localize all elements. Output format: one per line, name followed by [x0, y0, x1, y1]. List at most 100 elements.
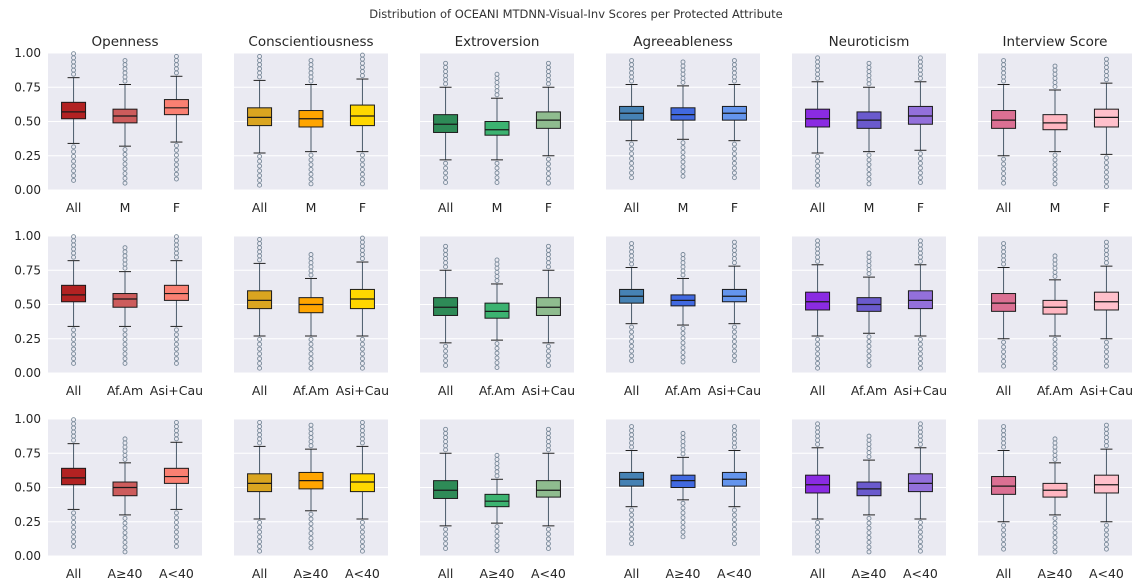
x-tick-label: Asi+Cau: [522, 383, 575, 398]
box-conscientiousness-all: [247, 419, 273, 554]
box-interview-score-all: [991, 58, 1017, 186]
flier-point: [1052, 253, 1058, 259]
flier-point: [494, 355, 500, 361]
box-conscientiousness-a-40: [349, 419, 375, 554]
flier-point: [308, 157, 314, 163]
flier-point: [815, 356, 821, 362]
box-iqr: [991, 476, 1017, 495]
flier-point: [680, 164, 686, 170]
flier-point: [308, 530, 314, 536]
flier-point: [815, 153, 821, 159]
box-neuroticism-a-40: [856, 433, 882, 555]
flier-point: [71, 177, 77, 183]
flier-point: [71, 534, 77, 540]
flier-point: [443, 541, 449, 547]
flier-point: [122, 341, 128, 347]
flier-point: [731, 151, 737, 157]
flier-point: [680, 140, 686, 146]
box-iqr: [163, 467, 189, 484]
fliers: [494, 452, 500, 553]
fliers: [494, 71, 500, 185]
box-neuroticism-all: [805, 421, 831, 554]
x-tick-label: A≥40: [294, 566, 329, 581]
x-tick-label: Af.Am: [665, 383, 701, 398]
flier-point: [680, 330, 686, 336]
box-iqr: [907, 105, 933, 125]
flier-point: [866, 176, 872, 182]
flier-point: [545, 156, 551, 162]
x-tick-label: All: [810, 200, 826, 215]
panel-openness-ethnicity: 0.00 0.25 0.50 0.75 1.00 All Af.Am Asi+Cau: [14, 229, 203, 398]
flier-point: [71, 346, 77, 352]
flier-point: [173, 171, 179, 177]
flier-point: [629, 329, 635, 335]
flier-point: [122, 151, 128, 157]
flier-point: [680, 534, 686, 540]
flier-point: [1103, 339, 1109, 345]
panel-neuroticism-age: All A≥40 A<40: [792, 418, 946, 581]
flier-point: [122, 544, 128, 550]
flier-point: [545, 531, 551, 537]
flier-point: [731, 141, 737, 147]
flier-point: [173, 157, 179, 163]
panel-conscientiousness-gender: Conscientiousness All M F: [234, 34, 388, 215]
flier-point: [359, 543, 365, 549]
flier-point: [359, 171, 365, 177]
y-tick-label: 0.25: [14, 332, 41, 346]
flier-point: [1001, 166, 1007, 172]
box-extroversion-f: [535, 60, 561, 186]
flier-point: [731, 526, 737, 532]
flier-point: [731, 146, 737, 152]
flier-point: [866, 363, 872, 368]
x-tick-label: All: [996, 200, 1012, 215]
flier-point: [308, 152, 314, 158]
box-iqr: [112, 481, 138, 497]
x-tick-label: All: [438, 200, 454, 215]
flier-point: [71, 519, 77, 525]
box-iqr: [721, 288, 747, 303]
box-iqr: [433, 114, 459, 133]
flier-point: [122, 539, 128, 545]
fliers: [308, 252, 314, 371]
flier-point: [122, 360, 128, 366]
fliers: [917, 421, 923, 554]
flier-point: [1001, 241, 1007, 246]
box-conscientiousness-all: [247, 53, 273, 188]
flier-point: [308, 511, 314, 517]
box-iqr: [349, 104, 375, 127]
flier-point: [629, 512, 635, 518]
flier-point: [173, 543, 179, 549]
panel-neuroticism-gender: Neuroticism All M F: [792, 34, 946, 215]
flier-point: [308, 516, 314, 522]
box-iqr: [484, 302, 510, 319]
flier-point: [122, 161, 128, 167]
flier-point: [731, 507, 737, 513]
x-tick-label: Asi+Cau: [336, 383, 389, 398]
flier-point: [1103, 422, 1109, 428]
fliers: [731, 239, 737, 364]
box-agreeableness-m: [670, 59, 696, 179]
flier-point: [257, 236, 263, 242]
flier-point: [680, 529, 686, 535]
flier-point: [443, 426, 449, 432]
flier-point: [443, 160, 449, 166]
x-tick-label: A≥40: [108, 566, 143, 581]
box-iqr: [163, 284, 189, 301]
box-interview-score-f: [1093, 56, 1119, 190]
flier-point: [680, 510, 686, 516]
x-tick-label: A≥40: [852, 566, 887, 581]
flier-point: [443, 526, 449, 532]
flier-point: [1103, 532, 1109, 538]
flier-point: [1103, 527, 1109, 533]
box-openness-a-40: [112, 436, 138, 555]
flier-point: [917, 356, 923, 362]
box-iqr: [535, 480, 561, 498]
flier-point: [308, 365, 314, 371]
flier-point: [173, 356, 179, 362]
flier-point: [494, 341, 500, 346]
flier-point: [545, 60, 551, 66]
flier-point: [257, 168, 263, 174]
flier-point: [815, 351, 821, 357]
x-tick-label: A<40: [1089, 566, 1124, 581]
box-iqr: [298, 297, 324, 314]
